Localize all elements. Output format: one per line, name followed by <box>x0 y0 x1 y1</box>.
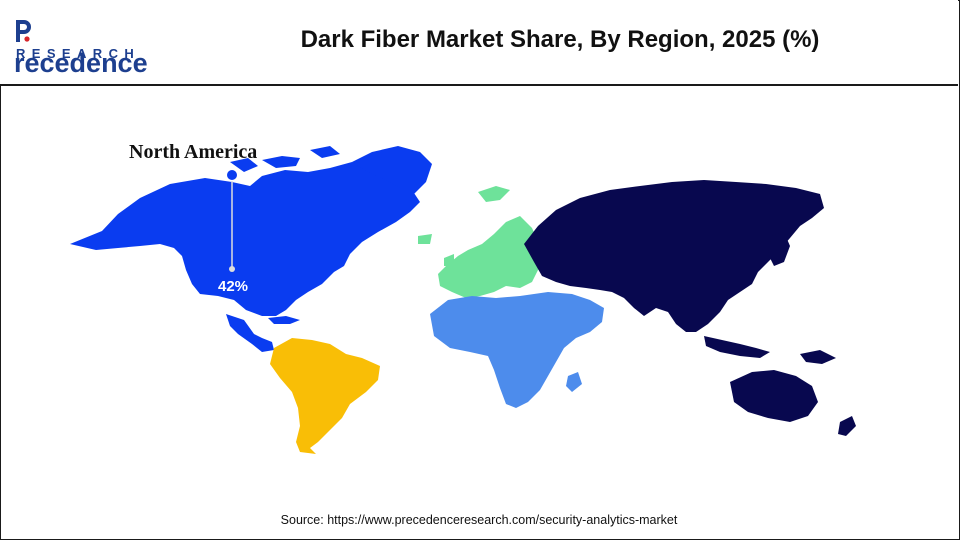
callout-dot-icon <box>226 169 238 181</box>
logo-p-icon <box>14 18 32 44</box>
region-europe <box>418 186 540 298</box>
world-map <box>70 146 856 454</box>
callout-anchor-icon <box>229 266 235 272</box>
brand-logo: recedence RESEARCH <box>14 16 164 78</box>
callout-value-label: 42% <box>217 278 249 295</box>
logo-wordmark: recedence <box>14 48 148 78</box>
region-middle-east-africa <box>430 292 604 408</box>
source-note: Source: https://www.precedenceresearch.c… <box>280 513 678 527</box>
region-asia-pacific <box>524 180 856 436</box>
region-north-america <box>70 146 432 352</box>
callout-north-america <box>226 169 238 272</box>
region-latin-america <box>270 338 380 454</box>
logo-tagline: RESEARCH <box>16 46 141 61</box>
chart-title: Dark Fiber Market Share, By Region, 2025… <box>300 26 820 53</box>
callout-region-label: North America <box>129 141 258 163</box>
header: recedence RESEARCH Dark Fiber Market Sha… <box>0 0 958 86</box>
